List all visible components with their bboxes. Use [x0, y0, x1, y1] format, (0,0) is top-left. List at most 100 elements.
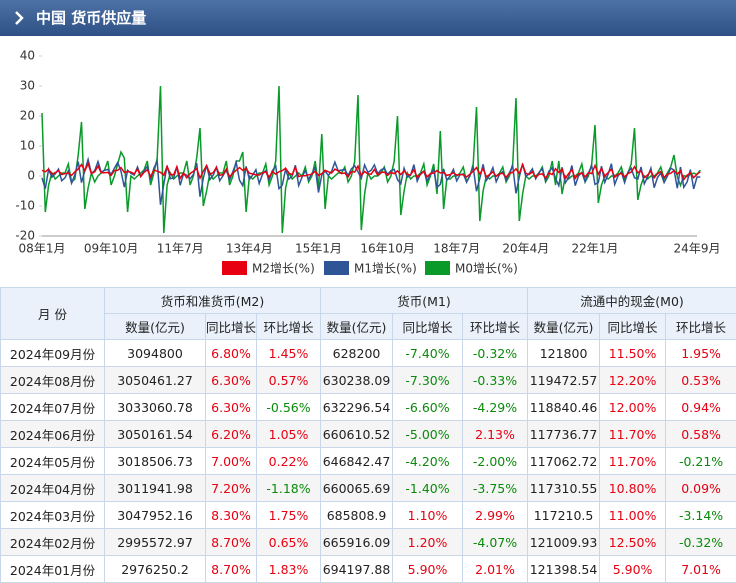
x-tick-label: 09年10月 [84, 242, 139, 256]
value-cell: 3033060.78 [104, 393, 206, 421]
x-tick-label: 20年4月 [502, 242, 549, 256]
x-tick-label: 08年1月 [19, 242, 66, 256]
value-cell: 1.75% [255, 501, 322, 529]
value-cell: 11.70% [599, 420, 667, 448]
value-cell: 11.70% [599, 447, 667, 475]
value-cell: 3094800 [104, 339, 206, 367]
value-cell: 0.65% [255, 528, 322, 556]
y-tick-label: 40 [20, 49, 35, 63]
value-cell: 1.05% [255, 420, 322, 448]
value-cell: 10.80% [599, 474, 667, 502]
value-cell: 2995572.97 [104, 528, 206, 556]
group-header: 流通中的现金(M0) [527, 287, 736, 314]
y-tick-label: -10 [15, 199, 35, 213]
value-cell: 3018506.73 [104, 447, 206, 475]
value-cell: -0.32% [462, 339, 529, 367]
header-bar: 中国 货币供应量 [0, 0, 736, 36]
legend-swatch [222, 261, 247, 275]
value-cell: -4.07% [462, 528, 529, 556]
value-cell: -0.33% [462, 366, 529, 394]
month-cell: 2024年09月份 [0, 339, 105, 367]
value-cell: 0.58% [665, 420, 736, 448]
value-cell: 12.20% [599, 366, 667, 394]
column-header: 月 份 [0, 287, 105, 340]
value-cell: 630238.09 [320, 366, 394, 394]
value-cell: 7.00% [205, 447, 257, 475]
value-cell: 7.01% [665, 555, 736, 583]
header-title: 中国 货币供应量 [36, 9, 147, 27]
legend-label: M2增长(%) [252, 262, 315, 276]
month-cell: 2024年05月份 [0, 447, 105, 475]
x-tick-label: 24年9月 [674, 242, 721, 256]
value-cell: 12.00% [599, 393, 667, 421]
column-header: 同比增长 [392, 313, 464, 340]
value-cell: 2.13% [462, 420, 529, 448]
value-cell: 1.83% [255, 555, 322, 583]
value-cell: 6.30% [205, 393, 257, 421]
value-cell: 121009.93 [527, 528, 601, 556]
value-cell: -0.56% [255, 393, 322, 421]
value-cell: 11.50% [599, 339, 667, 367]
value-cell: 5.90% [599, 555, 667, 583]
value-cell: 0.09% [665, 474, 736, 502]
value-cell: -6.60% [392, 393, 464, 421]
value-cell: 6.30% [205, 366, 257, 394]
x-tick-label: 13年4月 [226, 242, 273, 256]
x-tick-label: 16年10月 [360, 242, 415, 256]
month-cell: 2024年02月份 [0, 528, 105, 556]
value-cell: 117736.77 [527, 420, 601, 448]
legend-swatch [324, 261, 349, 275]
value-cell: -1.40% [392, 474, 464, 502]
month-cell: 2024年08月份 [0, 366, 105, 394]
value-cell: 118840.46 [527, 393, 601, 421]
value-cell: 3011941.98 [104, 474, 206, 502]
value-cell: 1.95% [665, 339, 736, 367]
value-cell: 646842.47 [320, 447, 394, 475]
value-cell: 2.99% [462, 501, 529, 529]
value-cell: 8.30% [205, 501, 257, 529]
value-cell: -1.18% [255, 474, 322, 502]
value-cell: -3.14% [665, 501, 736, 529]
month-cell: 2024年04月份 [0, 474, 105, 502]
value-cell: 0.94% [665, 393, 736, 421]
group-header: 货币和准货币(M2) [103, 287, 322, 314]
value-cell: 665916.09 [320, 528, 394, 556]
value-cell: 6.80% [205, 339, 257, 367]
month-cell: 2024年01月份 [0, 555, 105, 583]
value-cell: 3047952.16 [104, 501, 206, 529]
y-tick-label: 0 [27, 169, 35, 183]
x-tick-label: 11年7月 [157, 242, 204, 256]
value-cell: 12.50% [599, 528, 667, 556]
value-cell: -4.29% [462, 393, 529, 421]
column-header: 同比增长 [205, 313, 257, 340]
month-cell: 2024年07月份 [0, 393, 105, 421]
column-header: 环比增长 [255, 313, 322, 340]
value-cell: 2.01% [462, 555, 529, 583]
value-cell: 8.70% [205, 528, 257, 556]
value-cell: 1.45% [255, 339, 322, 367]
value-cell: 119472.57 [527, 366, 601, 394]
value-cell: 685808.9 [320, 501, 394, 529]
value-cell: 1.10% [392, 501, 464, 529]
value-cell: 5.90% [392, 555, 464, 583]
value-cell: -7.30% [392, 366, 464, 394]
legend-label: M0增长(%) [455, 262, 518, 276]
value-cell: 117310.55 [527, 474, 601, 502]
column-header: 数量(亿元) [527, 313, 601, 340]
value-cell: -3.75% [462, 474, 529, 502]
value-cell: 121800 [527, 339, 601, 367]
value-cell: -4.20% [392, 447, 464, 475]
value-cell: 6.20% [205, 420, 257, 448]
value-cell: 0.57% [255, 366, 322, 394]
value-cell: 117062.72 [527, 447, 601, 475]
value-cell: 0.53% [665, 366, 736, 394]
value-cell: 632296.54 [320, 393, 394, 421]
series-line [41, 161, 701, 182]
value-cell: 121398.54 [527, 555, 601, 583]
value-cell: -0.21% [665, 447, 736, 475]
group-header: 货币(M1) [320, 287, 529, 314]
value-cell: -5.00% [392, 420, 464, 448]
column-header: 同比增长 [599, 313, 667, 340]
x-tick-label: 18年7月 [433, 242, 480, 256]
